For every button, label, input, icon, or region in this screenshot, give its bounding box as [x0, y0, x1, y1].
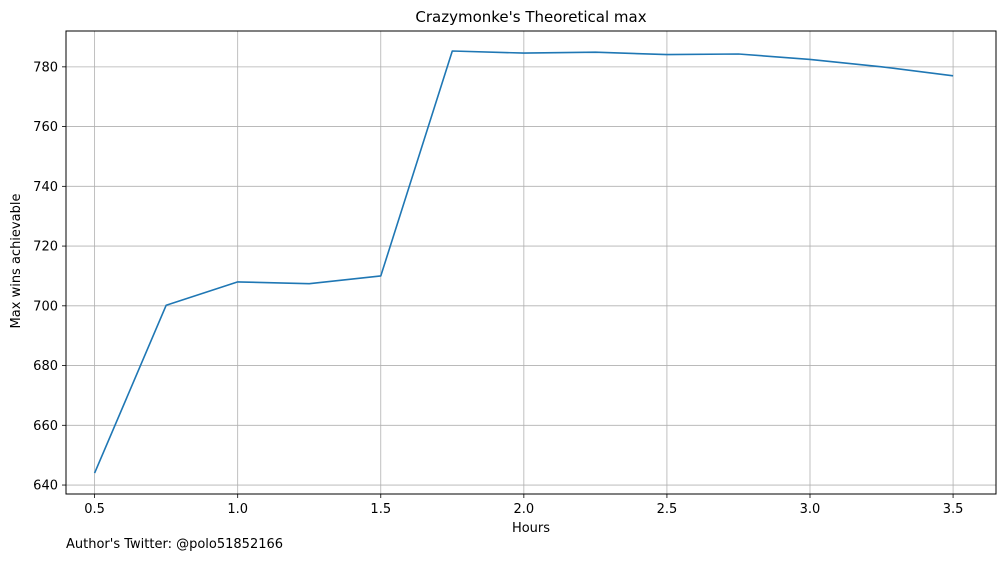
- y-tick-label: 680: [33, 359, 58, 374]
- grid: [66, 31, 996, 494]
- y-tick-label: 760: [33, 120, 58, 135]
- chart-title: Crazymonke's Theoretical max: [415, 8, 646, 26]
- x-tick-label: 2.0: [514, 502, 535, 517]
- y-tick-label: 780: [33, 60, 58, 75]
- y-tick-label: 700: [33, 299, 58, 314]
- x-tick-label: 1.5: [370, 502, 391, 517]
- x-tick-label: 3.0: [800, 502, 821, 517]
- y-tick-label: 720: [33, 240, 58, 255]
- plot-frame: [65, 30, 997, 495]
- x-tick-label: 1.0: [227, 502, 248, 517]
- y-axis: 640 660 680 700 720 740 760 780: [33, 60, 66, 494]
- x-tick-label: 2.5: [657, 502, 678, 517]
- x-axis-label: Hours: [512, 521, 550, 536]
- x-tick-label: 3.5: [943, 502, 964, 517]
- y-tick-label: 740: [33, 180, 58, 195]
- y-axis-label: Max wins achievable: [9, 194, 24, 329]
- y-tick-label: 640: [33, 479, 58, 494]
- y-tick-label: 660: [33, 419, 58, 434]
- series-line: [93, 50, 954, 474]
- x-tick-label: 0.5: [84, 502, 105, 517]
- x-axis: 0.5 1.0 1.5 2.0 2.5 3.0 3.5: [84, 494, 963, 517]
- series-lines: [93, 50, 954, 474]
- author-twitter-note: Author's Twitter: @polo51852166: [66, 537, 284, 552]
